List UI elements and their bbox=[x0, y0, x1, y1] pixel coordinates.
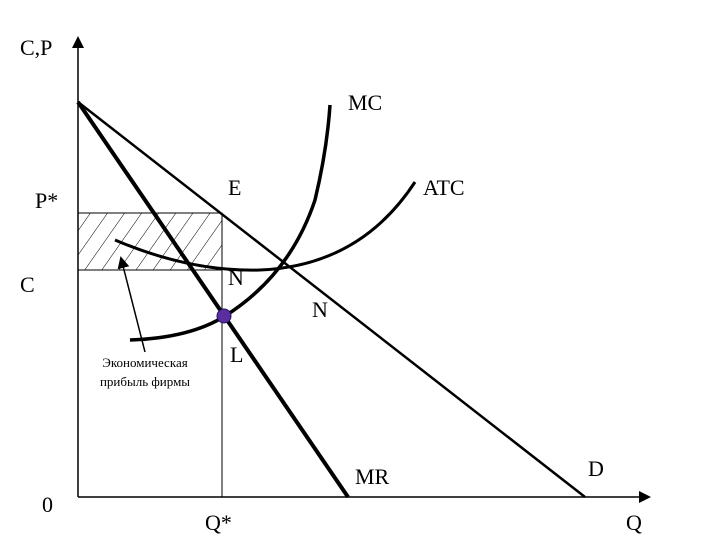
l-label: L bbox=[230, 342, 243, 367]
y-label: C,P bbox=[20, 35, 52, 60]
x-label: Q bbox=[626, 510, 642, 535]
origin-label: 0 bbox=[42, 492, 53, 517]
c-label: C bbox=[20, 272, 35, 297]
p-label: P* bbox=[35, 188, 58, 213]
mr-label: MR bbox=[355, 464, 390, 489]
equilibrium-point bbox=[216, 308, 232, 324]
e-label: E bbox=[228, 175, 241, 200]
atc-curve bbox=[114, 181, 417, 272]
mc-curve bbox=[129, 104, 332, 342]
mc-label: MC bbox=[348, 90, 382, 115]
annotation: прибыль фирмы bbox=[100, 374, 190, 389]
annotation-arrow bbox=[117, 256, 146, 353]
n-label: N bbox=[228, 265, 244, 290]
atc-label: ATC bbox=[423, 175, 465, 200]
demand-line bbox=[77, 101, 586, 498]
q-star-label: Q* bbox=[205, 510, 232, 535]
profit-area bbox=[77, 212, 223, 271]
n-label: N bbox=[312, 297, 328, 322]
d-label: D bbox=[588, 456, 604, 481]
annotation: Экономическая bbox=[102, 355, 187, 370]
mr-line bbox=[76, 100, 350, 499]
